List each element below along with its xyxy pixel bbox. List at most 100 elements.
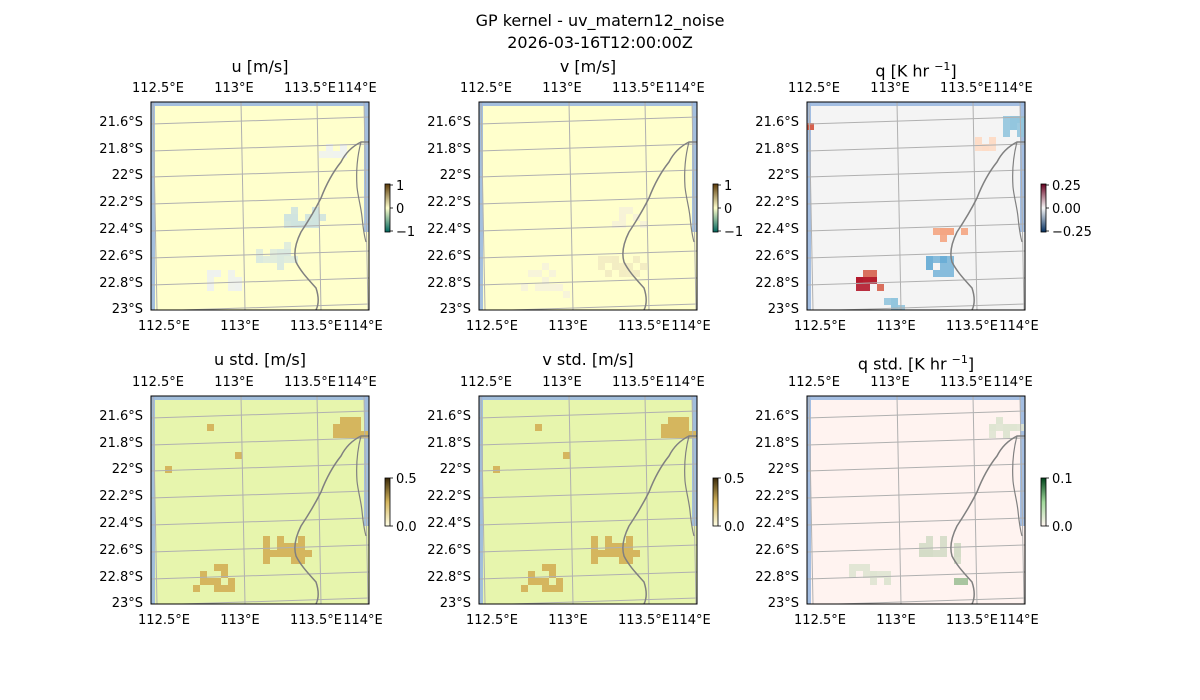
data-cell	[277, 536, 284, 543]
y-tick-label: 22.8°S	[99, 570, 143, 585]
x-tick-label-bottom: 113°E	[220, 319, 260, 334]
grid-meridian	[972, 102, 978, 310]
data-cell	[989, 424, 996, 431]
ocean-strip-right	[692, 396, 697, 526]
data-cell	[256, 256, 263, 263]
colorbar-gradient	[384, 183, 391, 233]
map-background	[479, 396, 697, 604]
y-tick-label: 21.8°S	[755, 142, 799, 157]
data-cell	[870, 270, 877, 277]
x-tick-label-top: 113°E	[214, 375, 254, 390]
plot-frame	[478, 101, 698, 311]
grid-parallel	[151, 196, 369, 205]
ocean-strip-right	[364, 396, 369, 526]
y-tick-label: 21.8°S	[755, 436, 799, 451]
x-tick-label-top: 112.5°E	[460, 81, 512, 96]
data-cell	[926, 256, 933, 263]
data-cell	[863, 277, 870, 284]
data-cell	[235, 452, 242, 459]
data-cell	[1003, 116, 1010, 123]
data-cell	[298, 543, 305, 550]
ocean-strip-left	[479, 396, 483, 604]
data-cell	[856, 284, 863, 291]
data-cell	[256, 249, 263, 256]
data-cell	[263, 557, 270, 564]
map-background	[807, 102, 1025, 310]
data-cell	[619, 557, 626, 564]
x-tick-label-top: 113°E	[542, 81, 582, 96]
data-cell	[340, 144, 347, 151]
map-background	[479, 102, 697, 310]
grid-parallel	[479, 143, 697, 152]
data-cell	[591, 536, 598, 543]
data-cell	[298, 536, 305, 543]
data-cell	[277, 550, 284, 557]
data-cell	[528, 270, 535, 277]
data-cell	[1003, 123, 1010, 130]
data-cell	[668, 431, 675, 438]
x-tick-label-bottom: 113.5°E	[946, 613, 998, 628]
y-tick-label: 22.6°S	[427, 249, 471, 264]
grid-parallel	[479, 223, 697, 232]
grid-parallel	[479, 410, 697, 419]
grid-parallel	[151, 116, 369, 125]
data-cell	[947, 228, 954, 235]
data-cell	[940, 543, 947, 550]
panel-title-v: v [m/s]	[559, 57, 617, 76]
data-cell	[807, 123, 814, 130]
data-cell	[947, 263, 954, 270]
data-cell	[284, 221, 291, 228]
x-tick-label-bottom: 114°E	[671, 613, 711, 628]
y-tick-label: 22.2°S	[99, 489, 143, 504]
map-area	[807, 396, 1025, 604]
y-tick-label: 21.8°S	[99, 142, 143, 157]
grid-parallel	[479, 463, 697, 472]
data-cell	[675, 424, 682, 431]
data-cell	[207, 578, 214, 585]
ocean-strip-right	[692, 102, 697, 232]
ocean-strip-right	[1020, 396, 1025, 526]
data-cell	[200, 578, 207, 585]
data-cell	[612, 221, 619, 228]
colorbar-gradient	[384, 477, 391, 527]
data-cell	[640, 221, 647, 228]
x-tick-label-bottom: 114°E	[999, 319, 1039, 334]
coastline	[622, 141, 697, 310]
grid-meridian	[568, 396, 574, 604]
data-cell	[605, 536, 612, 543]
colorbar: 0.25 0.00 −0.25	[1040, 179, 1092, 240]
grid-parallel	[807, 463, 1025, 472]
grid-meridian	[363, 396, 369, 604]
data-cell	[884, 298, 891, 305]
x-tick-label-top: 114°E	[337, 81, 377, 96]
y-tick-label: 22°S	[440, 462, 471, 477]
grid-parallel	[479, 490, 697, 499]
data-cell	[877, 571, 884, 578]
grid-parallel	[479, 517, 697, 526]
data-cell	[619, 214, 626, 221]
data-cell	[954, 557, 961, 564]
data-cell	[926, 543, 933, 550]
data-cell	[542, 284, 549, 291]
x-tick-label-bottom: 113.5°E	[618, 613, 670, 628]
data-cell	[626, 207, 633, 214]
y-tick-label: 22.8°S	[755, 276, 799, 291]
grid-parallel	[151, 169, 369, 178]
data-cell	[612, 543, 619, 550]
data-cell	[542, 564, 549, 571]
grid-meridian	[1019, 102, 1025, 310]
coastline-bay	[1012, 435, 1023, 537]
data-cell	[207, 284, 214, 291]
x-tick-label-top: 112.5°E	[132, 375, 184, 390]
data-cell	[891, 298, 898, 305]
colorbar-gradient	[712, 183, 719, 233]
ocean-strip-left	[151, 102, 155, 310]
x-tick-label-bottom: 112.5°E	[138, 613, 190, 628]
data-cell	[633, 270, 640, 277]
data-cell	[598, 256, 605, 263]
data-cell	[1010, 123, 1017, 130]
ocean-strip-top	[479, 396, 697, 400]
x-tick-label-top: 112.5°E	[788, 81, 840, 96]
data-cell	[591, 550, 598, 557]
